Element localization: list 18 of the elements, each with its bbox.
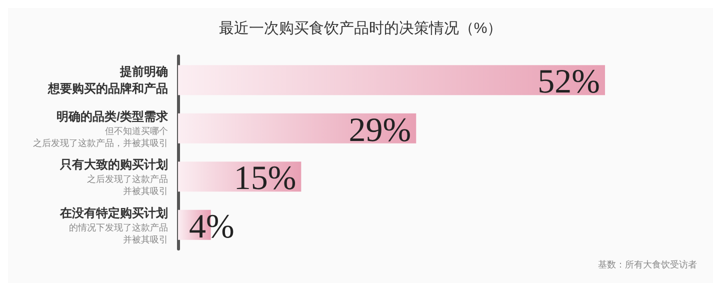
bar (178, 113, 416, 144)
data-label: 15% (234, 160, 296, 198)
y-tick-label: 提前明确想要购买的品牌和产品 (47, 64, 168, 96)
data-label: 52% (538, 64, 600, 101)
text: 基数：所有大食饮受访者 (598, 260, 697, 270)
text: 但不知道买哪个 (105, 126, 168, 136)
text: 的情况下发现了这款产品 (69, 222, 168, 232)
text: 并被其吸引 (123, 186, 168, 196)
text: 并被其吸引 (123, 234, 168, 244)
text: 之后发现了这款产品 (87, 174, 168, 184)
y-tick-label: 在没有特定购买计划 (59, 206, 168, 220)
chart-title: 最近一次购买食饮产品时的决策情况（%） (218, 20, 502, 37)
y-tick-label: 只有大致的购买计划 (59, 158, 168, 172)
data-label: 29% (348, 112, 412, 149)
y-tick-label: 明确的品类/类型需求 (56, 109, 169, 124)
bar (178, 65, 605, 96)
data-label: 4% (189, 208, 234, 246)
text: 之后发现了这款产品，并被其吸引 (33, 138, 168, 148)
